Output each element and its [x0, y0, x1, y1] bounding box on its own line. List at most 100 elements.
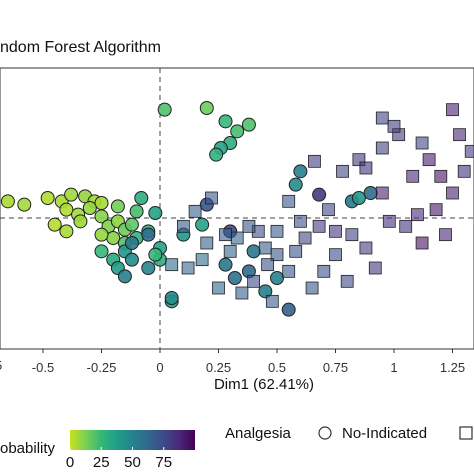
square-point	[312, 219, 326, 233]
circle-point	[124, 236, 139, 250]
circle-point	[270, 271, 284, 285]
square-point	[410, 208, 424, 222]
square-point	[282, 194, 296, 208]
legend-square-key	[459, 426, 473, 440]
square-point	[375, 186, 389, 200]
square-point	[195, 253, 209, 267]
circle-point	[246, 244, 261, 259]
square-point	[200, 236, 214, 250]
circle-point	[227, 271, 242, 285]
square-point	[429, 203, 443, 217]
square-point	[375, 141, 389, 155]
square-point	[247, 274, 261, 288]
square-point	[235, 286, 249, 300]
circle-point	[293, 164, 308, 179]
square-point	[230, 231, 244, 245]
square-point	[382, 214, 396, 228]
square-point	[464, 144, 474, 158]
square-point	[340, 274, 354, 288]
square-point	[453, 128, 466, 142]
circle-point	[351, 191, 366, 205]
square-point	[359, 241, 373, 255]
x-tick-label: -0.25	[87, 360, 117, 375]
circle-point	[157, 102, 172, 117]
circle-point	[141, 261, 156, 275]
square-point	[329, 224, 342, 238]
circle-point	[106, 231, 121, 245]
x-tick-label: -0.5	[32, 360, 54, 375]
square-point	[329, 248, 342, 262]
legend-entry-no-indicated: No-Indicated	[342, 425, 427, 442]
x-tick-label: 0.5	[268, 360, 286, 375]
circle-point	[129, 204, 144, 219]
square-point	[439, 228, 452, 242]
circle-point	[148, 206, 163, 220]
square-point	[322, 203, 335, 217]
square-point	[415, 136, 429, 150]
circle-point	[73, 214, 88, 229]
square-point	[368, 261, 382, 275]
circle-point	[17, 197, 32, 212]
circle-point	[94, 244, 109, 259]
square-point	[270, 248, 284, 262]
x-tick-label: 0.75	[323, 360, 348, 375]
circle-point	[94, 196, 109, 210]
circle-point	[230, 124, 245, 139]
colorbar-tick-label: 50	[124, 454, 141, 471]
square-point	[205, 191, 218, 205]
left-edge-tick-label: 5	[0, 358, 2, 373]
square-point	[181, 261, 195, 275]
circle-point	[94, 209, 109, 224]
circle-point	[124, 252, 139, 267]
circle-point	[110, 199, 125, 214]
circle-point	[288, 177, 303, 192]
square-point	[406, 169, 420, 183]
circle-point	[59, 224, 74, 239]
square-point	[261, 258, 275, 272]
legend-circle-key	[318, 426, 332, 440]
x-axis-label: Dim1 (62.41%)	[214, 376, 314, 393]
square-point	[359, 161, 373, 175]
square-point	[298, 231, 312, 245]
circle-point	[64, 187, 79, 202]
circle-point	[209, 147, 224, 162]
square-point	[188, 204, 202, 218]
x-tick-label: 1.25	[440, 360, 465, 375]
square-point	[242, 219, 256, 233]
chart-title: ndom Forest Algorithm	[0, 39, 161, 56]
square-point	[305, 281, 319, 295]
square-point	[270, 224, 284, 238]
circle-point	[281, 302, 296, 317]
circle-point	[124, 217, 139, 232]
square-point	[212, 281, 225, 295]
circle-point	[164, 291, 179, 305]
circle-point	[82, 201, 97, 215]
colorbar-label: obability	[0, 440, 56, 457]
square-point	[434, 169, 448, 183]
circle-point	[0, 194, 15, 209]
square-point	[375, 111, 389, 125]
square-point	[165, 258, 179, 272]
square-point	[219, 228, 232, 242]
square-point	[387, 119, 401, 133]
square-point	[293, 214, 307, 228]
square-point	[176, 219, 190, 233]
square-point	[415, 236, 429, 250]
circle-point	[195, 217, 210, 232]
square-point	[446, 103, 459, 117]
circle-point	[40, 191, 55, 205]
circle-point	[134, 191, 149, 205]
square-point	[223, 244, 237, 258]
x-tick-label: 0.25	[206, 360, 231, 375]
square-point	[345, 228, 359, 242]
x-tick-label: 0	[156, 360, 163, 375]
square-point	[289, 244, 303, 258]
shape-legend-title: Analgesia	[225, 425, 292, 442]
square-point	[457, 164, 471, 178]
colorbar-tick-label: 0	[66, 454, 74, 471]
square-point	[308, 154, 321, 168]
square-point	[265, 294, 279, 308]
square-point	[317, 264, 331, 278]
circle-point	[94, 227, 109, 242]
